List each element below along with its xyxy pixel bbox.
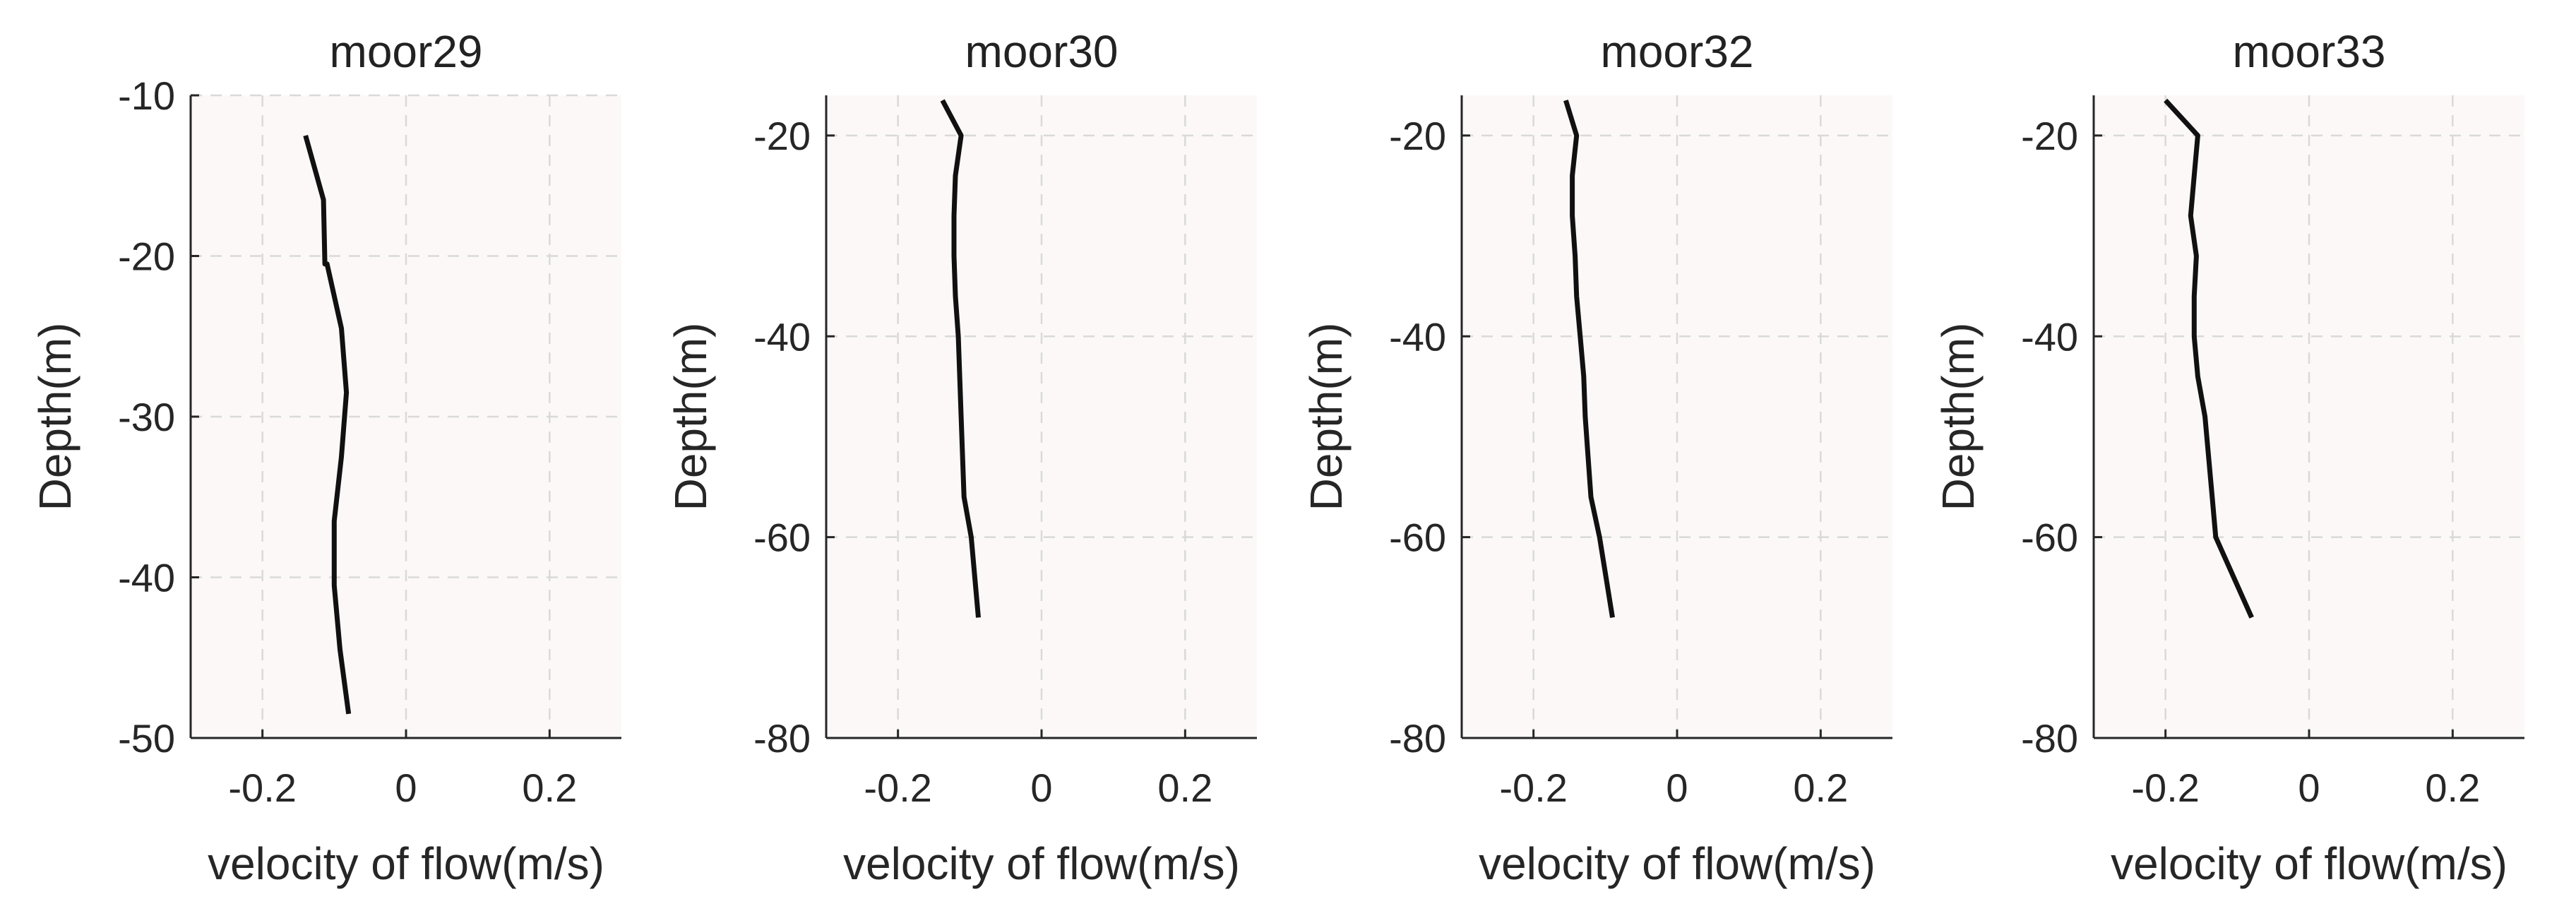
- x-tick-label: 0.2: [522, 766, 577, 810]
- y-tick-label: -30: [118, 395, 175, 439]
- x-axis-label: velocity of flow(m/s): [2111, 838, 2508, 889]
- chart-title: moor30: [965, 26, 1119, 77]
- x-tick-label: -0.2: [228, 766, 297, 810]
- velocity-profile-line-moor30: [940, 99, 981, 618]
- y-tick-label: -60: [753, 516, 811, 560]
- y-axis-label: Depth(m): [30, 323, 80, 511]
- y-tick-label: -40: [1389, 314, 1446, 359]
- x-axis-label: velocity of flow(m/s): [208, 838, 604, 889]
- velocity-profile-line-moor32: [1563, 100, 1615, 618]
- x-tick-label: 0.2: [2425, 766, 2480, 810]
- x-axis-label: velocity of flow(m/s): [843, 838, 1240, 889]
- y-axis-label: Depth(m): [1301, 323, 1352, 511]
- velocity-profile-line-moor29: [303, 134, 352, 715]
- chart-title: moor32: [1601, 26, 1754, 77]
- y-tick-label: -40: [753, 314, 811, 359]
- chart-title: moor29: [330, 26, 483, 77]
- x-tick-label: 0: [1666, 766, 1688, 810]
- x-tick-label: -0.2: [2131, 766, 2200, 810]
- y-tick-label: -20: [1389, 114, 1446, 158]
- y-tick-label: -10: [118, 73, 175, 118]
- y-axis-label: Depth(m): [1933, 323, 1984, 511]
- y-axis-label: Depth(m): [665, 323, 716, 511]
- x-tick-label: -0.2: [864, 766, 932, 810]
- y-tick-label: -20: [753, 114, 811, 158]
- y-tick-label: -80: [2021, 716, 2078, 761]
- y-tick-label: -60: [2021, 516, 2078, 560]
- y-tick-label: -20: [118, 234, 175, 279]
- velocity-profile-line-moor33: [2164, 98, 2254, 619]
- y-tick-label: -40: [118, 556, 175, 600]
- x-tick-label: 0: [2298, 766, 2320, 810]
- x-tick-label: 0.2: [1157, 766, 1212, 810]
- x-tick-label: 0: [1030, 766, 1052, 810]
- x-tick-label: 0: [395, 766, 417, 810]
- x-tick-label: -0.2: [1499, 766, 1568, 810]
- chart-title: moor33: [2233, 26, 2386, 77]
- y-tick-label: -80: [1389, 716, 1446, 761]
- y-tick-label: -40: [2021, 314, 2078, 359]
- x-tick-label: 0.2: [1793, 766, 1848, 810]
- y-tick-label: -60: [1389, 516, 1446, 560]
- x-axis-label: velocity of flow(m/s): [1479, 838, 1876, 889]
- y-tick-label: -50: [118, 716, 175, 761]
- y-tick-label: -80: [753, 716, 811, 761]
- y-tick-label: -20: [2021, 114, 2078, 158]
